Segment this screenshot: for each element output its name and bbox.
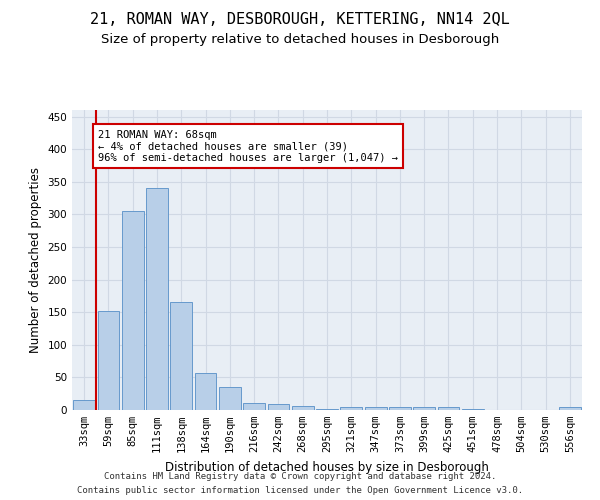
Bar: [97, 311, 119, 410]
Text: 21 ROMAN WAY: 68sqm
← 4% of detached houses are smaller (39)
96% of semi-detache: 21 ROMAN WAY: 68sqm ← 4% of detached hou…: [98, 130, 398, 163]
Text: Contains public sector information licensed under the Open Government Licence v3: Contains public sector information licen…: [77, 486, 523, 495]
Bar: [73, 400, 95, 410]
Bar: [194, 373, 217, 410]
Bar: [559, 408, 581, 410]
Bar: [413, 406, 435, 410]
Bar: [389, 406, 411, 410]
Text: 21, ROMAN WAY, DESBOROUGH, KETTERING, NN14 2QL: 21, ROMAN WAY, DESBOROUGH, KETTERING, NN…: [90, 12, 510, 28]
Bar: [268, 404, 289, 410]
Bar: [122, 211, 143, 410]
Bar: [292, 406, 314, 410]
Bar: [243, 404, 265, 410]
Bar: [146, 188, 168, 410]
Text: Contains HM Land Registry data © Crown copyright and database right 2024.: Contains HM Land Registry data © Crown c…: [104, 472, 496, 481]
Text: Size of property relative to detached houses in Desborough: Size of property relative to detached ho…: [101, 32, 499, 46]
Bar: [170, 302, 192, 410]
X-axis label: Distribution of detached houses by size in Desborough: Distribution of detached houses by size …: [165, 460, 489, 473]
Y-axis label: Number of detached properties: Number of detached properties: [29, 167, 42, 353]
Bar: [340, 406, 362, 410]
Bar: [316, 408, 338, 410]
Bar: [365, 406, 386, 410]
Bar: [219, 387, 241, 410]
Bar: [437, 406, 460, 410]
